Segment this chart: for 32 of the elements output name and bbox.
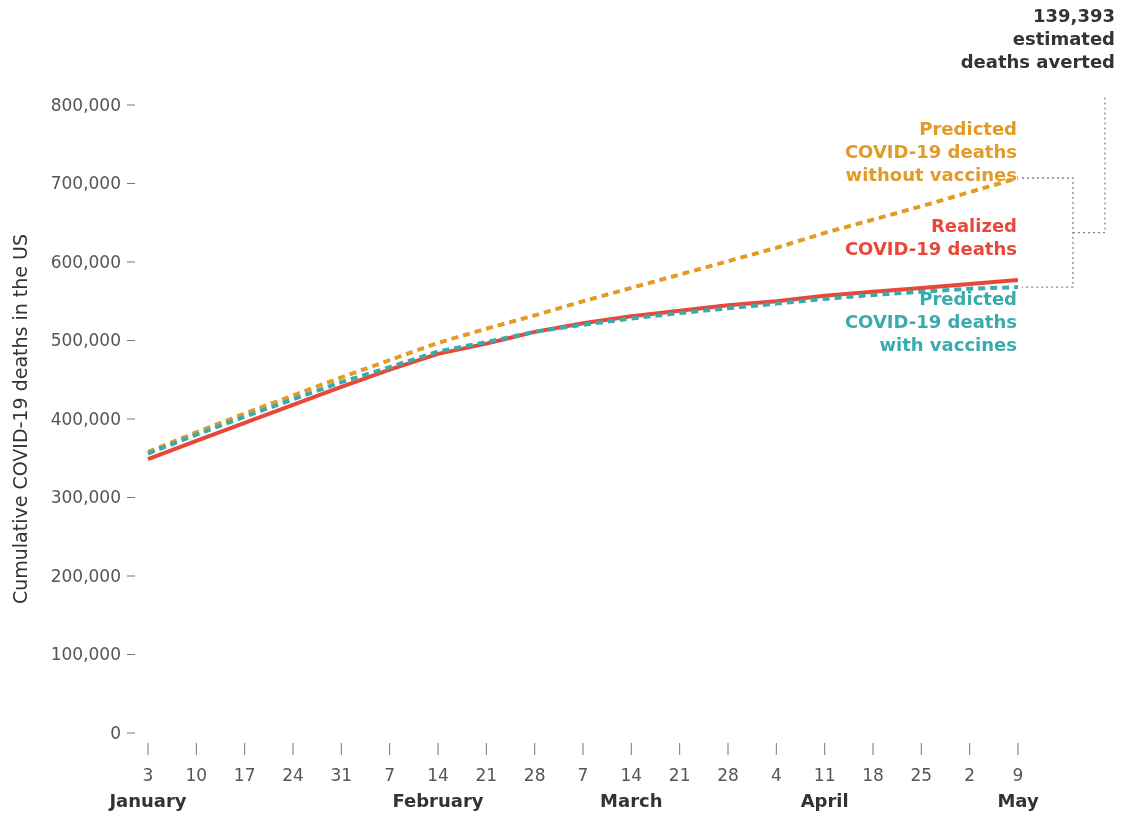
x-tick-label: 31 xyxy=(330,765,353,785)
x-tick-label: 17 xyxy=(233,765,256,785)
x-tick-label: 28 xyxy=(717,765,739,785)
series-label: Predicted COVID-19 deaths with vaccines xyxy=(844,288,1017,355)
y-axis-title: Cumulative COVID-19 deaths in the US xyxy=(9,233,31,605)
y-tick-label: 400,000 xyxy=(50,408,121,429)
x-tick-label: 11 April xyxy=(800,765,849,811)
x-tick-label: 2 xyxy=(964,765,976,785)
y-tick-label: 0 xyxy=(110,722,121,743)
x-tick-label: 21 xyxy=(475,765,498,785)
x-tick-label: 25 xyxy=(910,765,933,785)
y-tick-label: 800,000 xyxy=(50,94,121,115)
y-tick-label: 600,000 xyxy=(50,251,121,272)
x-tick-label: 3 January xyxy=(107,765,187,811)
text: 139,393 estimated deaths averted xyxy=(960,5,1115,72)
x-tick-label: 4 xyxy=(770,765,782,785)
x-tick-label: 24 xyxy=(282,765,304,785)
y-tick-label: 100,000 xyxy=(50,644,121,665)
y-tick-label: 700,000 xyxy=(50,173,121,194)
y-tick-label: 200,000 xyxy=(50,565,121,586)
series-label: Realized COVID-19 deaths xyxy=(844,215,1017,259)
x-tick-label: 21 xyxy=(668,765,691,785)
x-tick-label: 7 xyxy=(577,765,589,785)
y-tick-label: 500,000 xyxy=(50,330,121,351)
x-tick-label: 18 xyxy=(862,765,884,785)
x-tick-label: 14 March xyxy=(600,765,663,811)
series-label: Predicted COVID-19 deaths without vaccines xyxy=(844,118,1017,185)
x-tick-label: 10 xyxy=(185,765,208,785)
y-tick-label: 300,000 xyxy=(50,487,121,508)
x-tick-label: 7 xyxy=(384,765,396,785)
x-tick-label: 28 xyxy=(523,765,546,785)
x-tick-label: 9 May xyxy=(997,765,1039,811)
